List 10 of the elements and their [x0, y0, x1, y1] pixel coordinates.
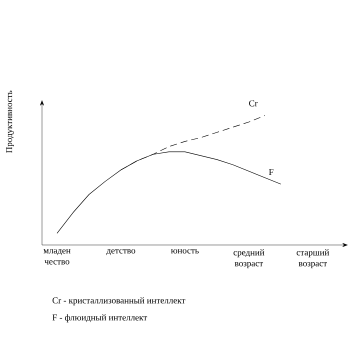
text: Cr - кристаллизованный интеллект [52, 297, 186, 306]
y-axis-title: Продуктивность [6, 90, 14, 153]
x-tick-label: средний возраст [234, 249, 264, 268]
x-tick-label: детство [106, 249, 136, 256]
x-tick-label: младен чество [43, 249, 71, 264]
x-tick-label: старший возраст [296, 249, 330, 268]
series-label: F [268, 169, 274, 175]
x-tick-label: юность [170, 249, 199, 254]
series-label: Cr [249, 100, 258, 106]
text: F - флюидный интеллект [52, 314, 148, 322]
